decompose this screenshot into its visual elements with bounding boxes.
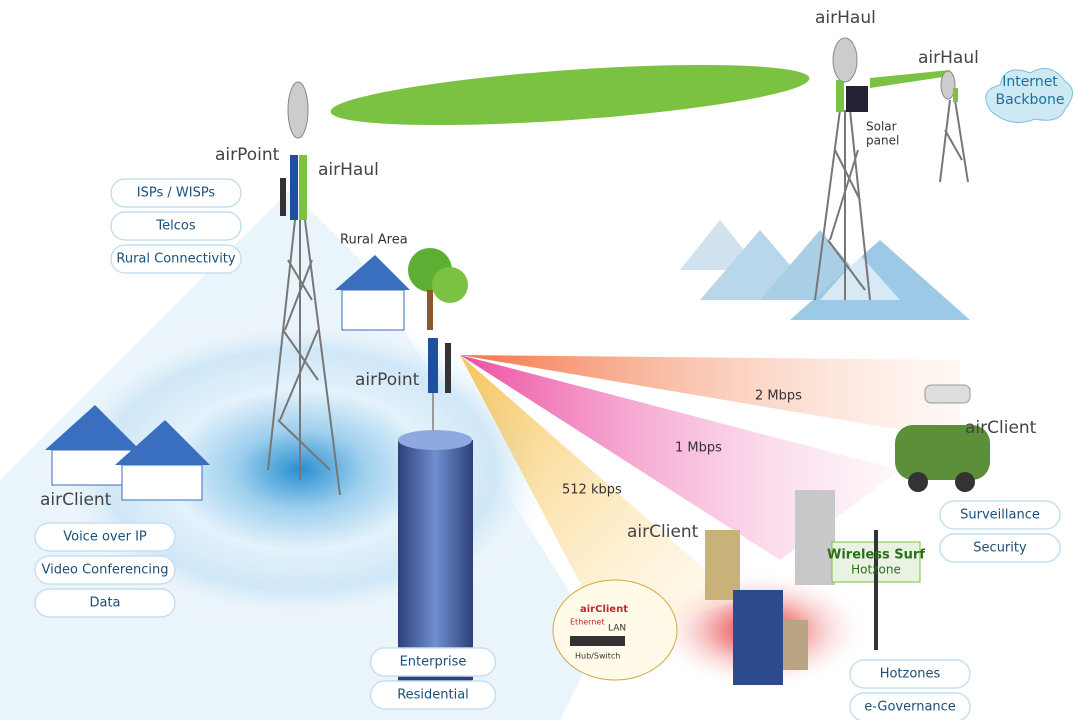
label: Surveillance — [960, 508, 1040, 523]
label: Video Conferencing — [42, 563, 169, 578]
label: Telcos — [155, 219, 195, 234]
label: Rural Area — [340, 233, 408, 248]
label: Solar — [866, 120, 897, 134]
label: Residential — [397, 688, 469, 703]
label: 512 kbps — [562, 483, 622, 498]
label: Backbone — [996, 92, 1065, 108]
label: 2 Mbps — [755, 389, 802, 404]
label: airHaul — [318, 160, 379, 180]
label: Hub/Switch — [575, 652, 620, 661]
label: airClient — [40, 490, 112, 510]
label: airClient — [580, 604, 628, 615]
network-diagram: airPoint airHaul airHaul airHaul Solarpanel I… — [0, 0, 1075, 720]
label: Rural Connectivity — [116, 252, 236, 267]
label: airClient — [627, 522, 699, 542]
label: 1 Mbps — [675, 441, 722, 456]
label: Data — [89, 596, 120, 611]
label: Security — [973, 541, 1027, 556]
label: airClient — [965, 418, 1037, 438]
label: airPoint — [355, 370, 420, 390]
label: Internet — [1002, 74, 1058, 90]
label: Ethernet — [570, 618, 604, 627]
label: Voice over IP — [63, 530, 147, 545]
label: airHaul — [918, 48, 979, 68]
label: LAN — [608, 624, 626, 634]
label: ISPs / WISPs — [137, 186, 216, 201]
label: Enterprise — [400, 655, 467, 670]
label: airPoint — [215, 145, 280, 165]
label: Hotzones — [880, 667, 941, 682]
label: airHaul — [815, 8, 876, 28]
label: Wireless Surf — [827, 548, 925, 563]
label: e-Governance — [864, 700, 956, 715]
label: Hotzone — [851, 563, 901, 577]
label: panel — [866, 134, 899, 148]
